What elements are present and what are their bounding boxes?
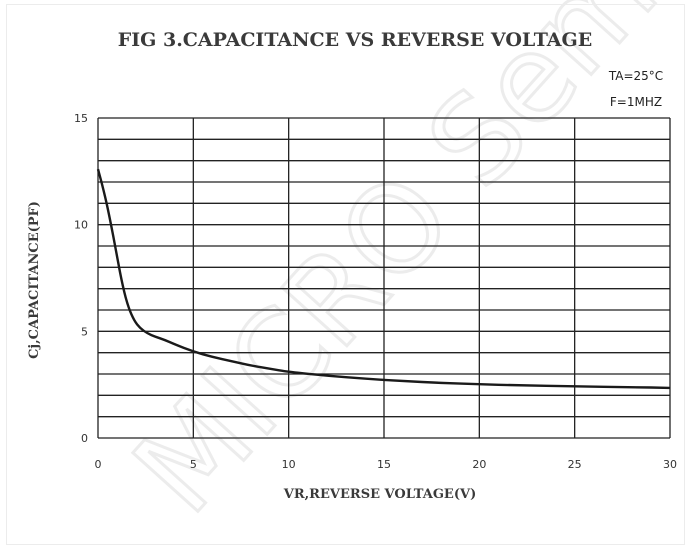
- y-tick-label: 15: [74, 112, 88, 125]
- grid: [97, 117, 671, 439]
- y-tick-label: 10: [74, 219, 88, 232]
- y-axis-label: Cj,CAPACITANCE(PF): [27, 201, 42, 359]
- y-tick-label: 0: [81, 432, 88, 445]
- condition-temperature: TA=25°C: [608, 69, 663, 83]
- capacitance-curve: [96, 168, 671, 390]
- x-tick-label: 30: [663, 458, 677, 471]
- y-tick-label: 5: [81, 325, 88, 338]
- chart-frame: [6, 4, 685, 545]
- tick-labels: 0 5 10 15 20 25 30 0 5 10 15: [74, 112, 677, 471]
- chart-title: FIG 3.CAPACITANCE VS REVERSE VOLTAGE: [118, 29, 593, 51]
- x-tick-label: 25: [568, 458, 582, 471]
- x-tick-label: 5: [190, 458, 197, 471]
- x-tick-label: 15: [377, 458, 391, 471]
- condition-frequency: F=1MHZ: [610, 95, 662, 109]
- x-tick-label: 0: [95, 458, 102, 471]
- x-tick-label: 10: [282, 458, 296, 471]
- x-tick-label: 20: [472, 458, 486, 471]
- x-axis-label: VR,REVERSE VOLTAGE(V): [283, 487, 476, 502]
